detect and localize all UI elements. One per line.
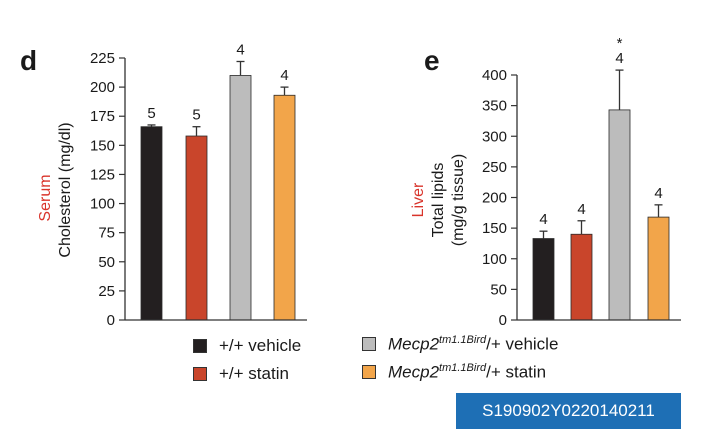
n-label: 4	[654, 185, 662, 202]
y-tick-label: 350	[482, 98, 507, 115]
legend-item-wt-statin: +/+ statin	[193, 364, 289, 384]
bar	[185, 135, 208, 321]
legend-swatch	[193, 367, 207, 381]
legend-item-mecp2-statin: Mecp2tm1.1Bird/+ statin	[362, 362, 546, 383]
chart-e-liver-lipids: 0 50 100 150 200 250 300 350 400 Total lipidsLive…	[410, 35, 681, 329]
bar	[229, 75, 252, 321]
bar	[273, 94, 296, 321]
bar	[140, 126, 163, 321]
bar	[532, 238, 555, 321]
y-tick-label: 150	[90, 137, 115, 154]
y-axis-label-serum: Serum	[37, 174, 54, 221]
bar	[608, 109, 631, 321]
y-axis-label-units: (mg/g tissue)	[450, 154, 467, 246]
legend-swatch	[362, 365, 376, 380]
legend-swatch	[193, 339, 207, 353]
y-tick-label: 0	[107, 312, 115, 329]
n-label: 4	[236, 41, 244, 58]
y-tick-label: 200	[482, 190, 507, 207]
n-label: 4	[539, 211, 547, 228]
y-tick-label: 250	[482, 159, 507, 176]
y-tick-label: 50	[98, 254, 115, 271]
y-tick-label: 50	[490, 281, 507, 298]
y-tick-label: 150	[482, 220, 507, 237]
bar	[570, 233, 593, 321]
y-tick-label: 100	[90, 196, 115, 213]
legend-label: +/+ statin	[219, 364, 289, 383]
y-tick-label: 300	[482, 128, 507, 145]
catalog-id-badge: S190902Y0220140211	[456, 393, 681, 429]
y-tick-label: 0	[499, 312, 507, 329]
significance-asterisk: *	[617, 35, 623, 52]
y-tick-label: 25	[98, 283, 115, 300]
chart-d-serum-cholesterol: 0 25 50 75 100 125 150 175 200 225 Cholesterol (mg…	[37, 41, 307, 329]
y-tick-label: 400	[482, 67, 507, 84]
n-label: 5	[192, 107, 200, 124]
n-label: 4	[577, 201, 585, 218]
y-tick-label: 125	[90, 166, 115, 183]
legend-label: Mecp2tm1.1Bird/+ vehicle	[388, 334, 559, 354]
y-tick-label: 200	[90, 79, 115, 96]
bar	[647, 216, 670, 321]
y-tick-label: 175	[90, 108, 115, 125]
legend-label: Mecp2tm1.1Bird/+ statin	[388, 362, 547, 382]
y-axis-label-liver: Liver	[410, 182, 427, 217]
legend-item-mecp2-vehicle: Mecp2tm1.1Bird/+ vehicle	[362, 334, 558, 355]
y-tick-label: 100	[482, 251, 507, 268]
legend-label: +/+ vehicle	[219, 336, 302, 355]
n-label: 4	[280, 67, 288, 84]
y-tick-label: 75	[98, 225, 115, 242]
y-axis-label: Cholesterol (mg/dl)	[57, 122, 74, 257]
y-axis-label: Total lipids	[430, 163, 447, 238]
y-tick-label: 225	[90, 50, 115, 67]
n-label: 4	[615, 50, 623, 67]
panel-letter-d: d	[20, 45, 37, 76]
panel-letter-e: e	[424, 45, 440, 76]
legend-item-wt-vehicle: +/+ vehicle	[193, 336, 301, 356]
n-label: 5	[147, 105, 155, 122]
legend-swatch	[362, 337, 376, 352]
